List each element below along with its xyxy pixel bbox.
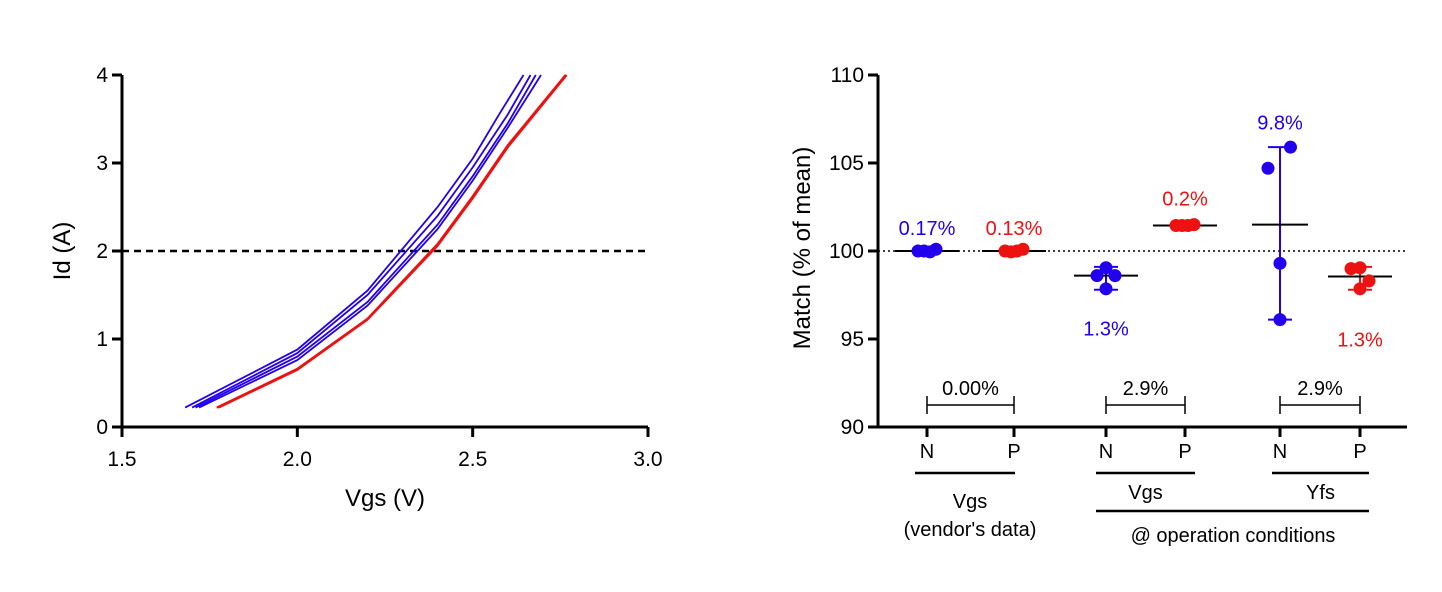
c2-data-point [1353,282,1367,296]
c2-category-label: Vgs [1128,482,1162,504]
c2-data-point [1187,218,1201,232]
c2-spread-label: 0.17% [899,218,956,240]
c2-category-label: (vendor's data) [904,519,1037,541]
c2-data-point [1090,269,1104,283]
c2-data-point [1261,161,1275,175]
c2-data-point [1099,261,1113,275]
iv-curve-chart: 0 1 2 3 4 1.5 2.0 2.5 3.0 Vgs (V) Id (A) [49,64,663,512]
c1-series-line [195,74,537,409]
c2-np-difference-label: 0.00% [942,378,999,400]
c1-x-axis-title: Vgs (V) [345,485,425,512]
c2-y-axis-title: Match (% of mean) [789,147,816,350]
c2-spread-label: 1.3% [1083,319,1129,341]
c2-data-point [1273,313,1287,327]
c1-series-line [184,74,525,409]
c2-shared-label: @ operation conditions [1131,525,1336,547]
c2-np-difference-label: 2.9% [1297,378,1343,400]
c1-x-tick-label: 3.0 [633,448,662,471]
c1-series-layer [184,74,568,409]
c2-data-point [1016,242,1030,256]
c2-data-point [1099,282,1113,296]
c1-y-axis-title: Id (A) [49,222,76,281]
c1-y-tick-label: 0 [96,416,108,439]
c1-series-line [191,74,532,409]
c2-y-tick-label: 105 [829,152,864,175]
match-scatter-chart: 90 95 100 105 110 0.17% 0.13% 1.3% 0.2% 9.8% 1.3%… [789,64,1407,547]
c2-spread-label: 1.3% [1337,330,1383,352]
c1-series-line [216,74,567,409]
c2-spread-label: 9.8% [1257,113,1303,135]
c1-y-tick-label: 1 [96,328,108,351]
c2-data-point [1108,269,1122,283]
c2-data-point [929,242,943,256]
c2-y-tick-label: 110 [831,64,864,87]
c1-x-tick-label: 2.0 [283,448,312,471]
c1-y-tick-label: 2 [96,240,108,263]
c1-x-tick-label: 2.5 [458,448,487,471]
c1-axes: 0 1 2 3 4 1.5 2.0 2.5 3.0 [96,64,662,471]
c2-y-tick-label: 100 [829,240,864,263]
c2-data-point [1362,274,1376,288]
c1-series-line [217,74,568,409]
c2-spread-label: 0.2% [1162,188,1208,210]
c2-group-label: N [1273,441,1287,463]
c2-group-label: N [1099,441,1113,463]
c2-axes: 90 95 100 105 110 [829,64,1407,439]
c2-y-tick-label: 95 [841,328,864,351]
c1-series-line [198,74,542,409]
c2-y-tick-label: 90 [841,416,864,439]
c2-group-label: P [1178,441,1191,463]
c2-category-label: Yfs [1306,482,1335,504]
c2-groups-layer: 0.17% 0.13% 1.3% 0.2% 9.8% 1.3% [895,113,1392,352]
c2-group-label: N [920,441,934,463]
c2-data-point [1353,261,1367,275]
c2-x-group-labels: N P N P N P Vgs (vendor's data) Vgs Yfs @ operatio… [904,441,1369,547]
c2-group-label: P [1353,441,1366,463]
c2-np-brackets: 0.00% 2.9% 2.9% [926,378,1361,414]
c1-y-tick-label: 3 [96,152,108,175]
c2-category-label: Vgs [953,491,987,513]
c1-x-tick-label: 1.5 [107,448,136,471]
c2-data-point [1284,140,1297,154]
c2-np-difference-label: 2.9% [1123,378,1169,400]
c2-spread-label: 0.13% [986,218,1043,240]
c1-y-tick-label: 4 [96,64,108,87]
c2-group-label: P [1007,441,1020,463]
c2-data-point [1273,256,1287,270]
